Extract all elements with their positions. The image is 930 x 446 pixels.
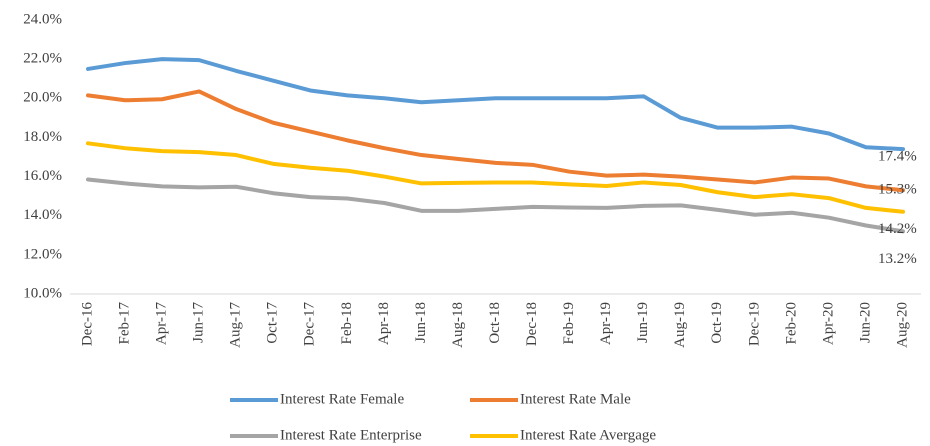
- x-tick-label: Jun-19: [635, 302, 651, 343]
- data-label: 13.2%: [878, 251, 917, 267]
- y-tick-label: 12.0%: [23, 246, 62, 262]
- x-tick-label: Dec-17: [302, 302, 318, 347]
- x-tick-label: Apr-19: [598, 302, 614, 345]
- x-tick-label: Apr-20: [820, 302, 836, 345]
- y-tick-label: 16.0%: [23, 168, 62, 184]
- y-tick-label: 22.0%: [23, 51, 62, 67]
- legend-label: Interest Rate Avergage: [520, 427, 656, 443]
- x-tick-label: Aug-20: [894, 302, 910, 348]
- legend-label: Interest Rate Female: [280, 391, 404, 407]
- data-label: 17.4%: [878, 149, 917, 165]
- x-tick-label: Aug-19: [672, 302, 688, 348]
- x-tick-label: Dec-19: [746, 302, 762, 346]
- y-tick-label: 24.0%: [23, 11, 62, 27]
- series-line: [86, 177, 905, 234]
- x-tick-label: Oct-18: [487, 302, 503, 344]
- x-tick-label: Oct-19: [709, 302, 725, 344]
- x-tick-label: Apr-17: [154, 302, 170, 346]
- x-tick-label: Aug-18: [450, 302, 466, 348]
- x-tick-label: Feb-19: [561, 302, 577, 345]
- series-line: [86, 141, 905, 214]
- series-line: [86, 57, 905, 152]
- y-tick-label: 18.0%: [23, 129, 62, 145]
- data-label: 14.2%: [878, 221, 917, 237]
- y-tick-label: 10.0%: [23, 285, 62, 301]
- legend-label: Interest Rate Male: [520, 391, 631, 407]
- series-line: [86, 89, 905, 193]
- legend-label: Interest Rate Enterprise: [280, 427, 422, 443]
- data-label: 15.3%: [878, 182, 917, 198]
- y-tick-label: 20.0%: [23, 90, 62, 106]
- x-tick-label: Jun-18: [413, 302, 429, 343]
- x-tick-label: Feb-20: [783, 302, 799, 345]
- x-tick-label: Jun-17: [191, 302, 207, 343]
- x-tick-label: Feb-17: [116, 302, 132, 345]
- x-tick-label: Apr-18: [376, 302, 392, 345]
- x-tick-label: Jun-20: [857, 302, 873, 343]
- x-tick-label: Dec-16: [79, 302, 95, 347]
- x-tick-label: Aug-17: [228, 302, 244, 348]
- x-tick-label: Oct-17: [265, 302, 281, 344]
- x-tick-label: Feb-18: [339, 302, 355, 345]
- x-tick-label: Dec-18: [524, 302, 540, 346]
- y-tick-label: 14.0%: [23, 207, 62, 223]
